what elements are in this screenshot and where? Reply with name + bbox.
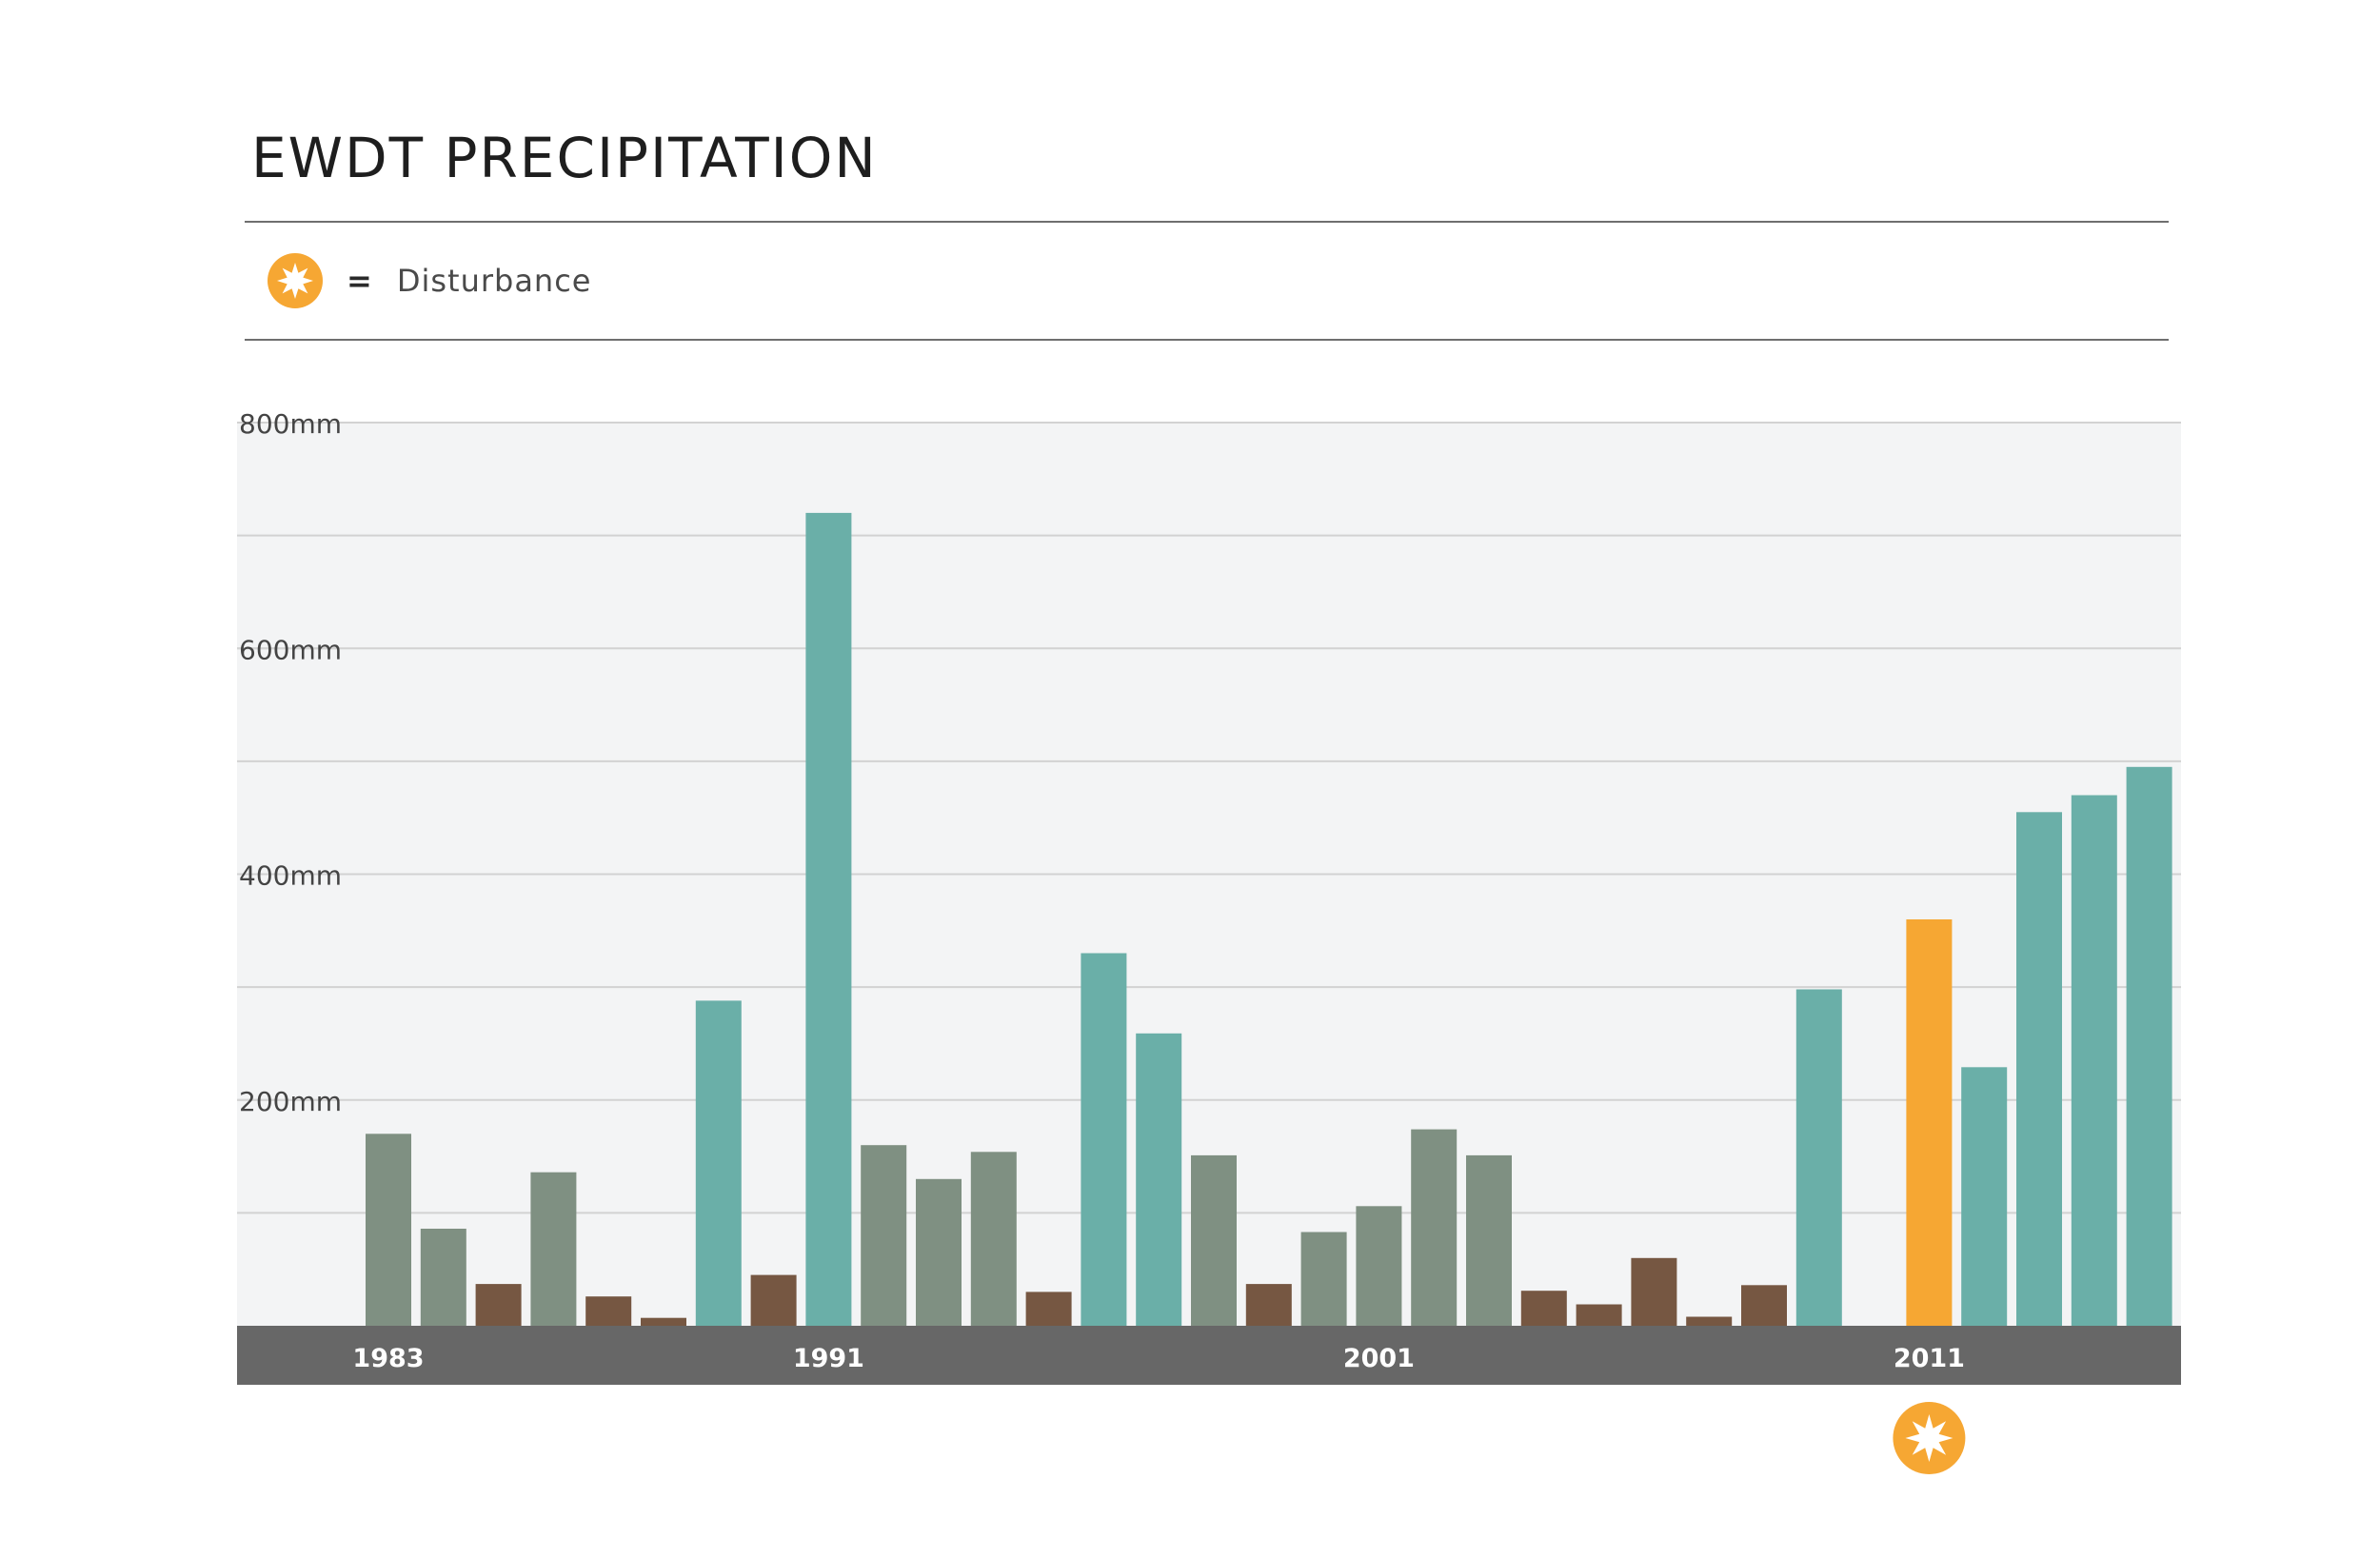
chart-title: EWDT PRECIPITATION: [251, 126, 878, 190]
bar-2015: [2126, 766, 2172, 1326]
x-axis-band: [237, 1326, 2181, 1385]
x-tick-label: 2001: [1343, 1344, 1415, 1373]
bottom-divider: [245, 339, 2169, 341]
bar-1983: [366, 1134, 411, 1326]
bar-2002: [1411, 1129, 1458, 1326]
bar-1990: [750, 1274, 797, 1326]
bar-2013: [2016, 812, 2062, 1326]
bar-2014: [2071, 795, 2117, 1326]
bar-1997: [1136, 1033, 1182, 1326]
bar-1996: [1081, 953, 1127, 1326]
bar-2006: [1631, 1257, 1677, 1326]
y-tick-label: 600mm: [239, 634, 342, 665]
bar-1984: [420, 1229, 466, 1326]
disturbance-marker-icon: [1893, 1402, 1966, 1474]
bar-1998: [1191, 1154, 1237, 1326]
bar-1988: [641, 1317, 686, 1326]
legend: = Disturbance: [267, 252, 591, 309]
bar-1994: [970, 1152, 1017, 1326]
bar-2012: [1961, 1067, 2008, 1326]
starburst-icon: [268, 253, 323, 308]
x-tick-label: 1991: [793, 1344, 864, 1373]
bar-2000: [1300, 1232, 1347, 1326]
bar-1986: [530, 1172, 577, 1326]
bar-1985: [475, 1284, 522, 1326]
y-tick-label: 400mm: [239, 860, 342, 892]
bar-2001: [1356, 1206, 1402, 1326]
bar-1987: [585, 1296, 632, 1326]
x-tick-label: 2011: [1894, 1344, 1965, 1373]
bar-1992: [861, 1145, 907, 1326]
x-tick-label: 1983: [352, 1344, 424, 1373]
top-divider: [245, 221, 2169, 223]
legend-equals: =: [347, 263, 372, 299]
bar-1991: [805, 512, 852, 1326]
bar-2003: [1466, 1154, 1512, 1326]
y-tick-label: 800mm: [239, 408, 342, 440]
bar-2011: [1906, 919, 1953, 1326]
bar-2008: [1741, 1285, 1787, 1326]
bar-2005: [1576, 1304, 1622, 1326]
bar-1993: [916, 1178, 962, 1326]
y-tick-label: 200mm: [239, 1086, 342, 1117]
bar-1999: [1245, 1284, 1292, 1326]
bar-1989: [695, 1000, 742, 1326]
bar-1995: [1025, 1292, 1072, 1326]
bar-2009: [1795, 989, 1842, 1326]
bar-2007: [1686, 1316, 1733, 1326]
bar-2004: [1520, 1291, 1567, 1326]
legend-label: Disturbance: [396, 263, 592, 299]
